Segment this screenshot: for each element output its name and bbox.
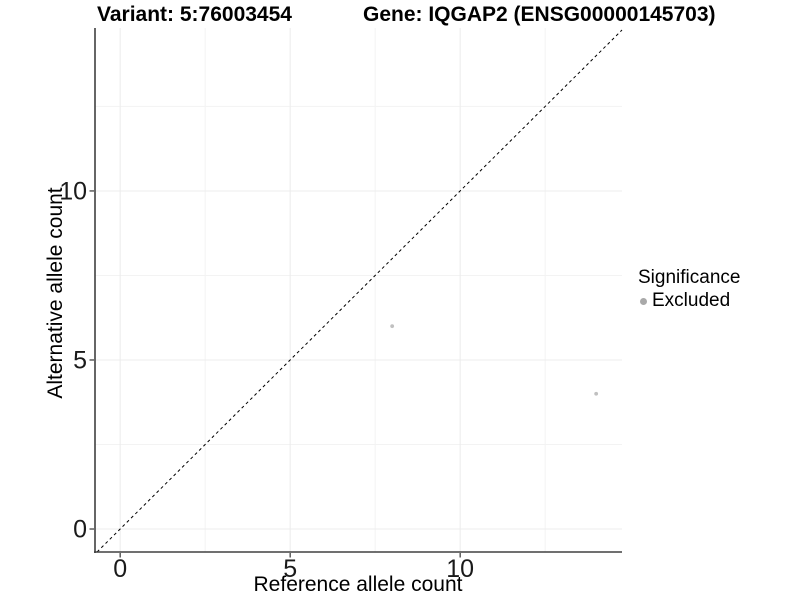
y-tick-label: 0	[73, 516, 87, 544]
legend-item-excluded: Excluded	[638, 290, 740, 312]
y-tick-label: 10	[59, 177, 87, 205]
gene-title: Gene: IQGAP2 (ENSG00000145703)	[363, 3, 716, 26]
x-tick-label: 10	[446, 555, 474, 583]
x-tick-label: 0	[113, 555, 127, 583]
y-axis-label: Alternative allele count	[44, 187, 67, 399]
legend-title: Significance	[638, 267, 741, 288]
legend-point-icon	[640, 297, 647, 305]
variant-title: Variant: 5:76003454	[97, 3, 292, 26]
identity-line	[96, 29, 623, 553]
legend-item-label: Excluded	[652, 290, 731, 311]
legend: Significance Excluded	[638, 266, 740, 312]
data-point	[594, 391, 599, 396]
x-axis-label: Reference allele count	[253, 573, 463, 596]
data-point	[390, 324, 395, 329]
x-tick-label: 5	[283, 555, 297, 583]
y-tick-label: 5	[73, 346, 87, 374]
